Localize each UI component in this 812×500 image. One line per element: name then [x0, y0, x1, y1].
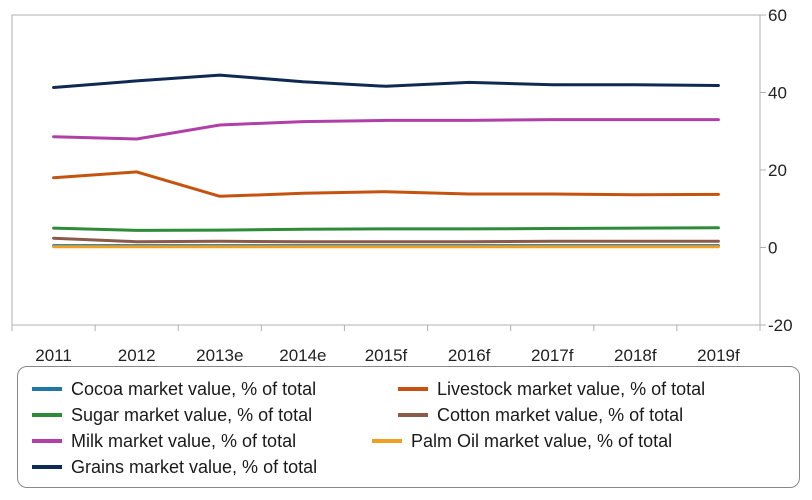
- series-line-milk: [52, 118, 720, 141]
- legend-item-palm-oil: Palm Oil market value, % of total: [372, 429, 672, 453]
- legend-label-grains: Grains market value, % of total: [71, 456, 318, 477]
- legend-swatch-livestock: [398, 387, 428, 391]
- legend: Cocoa market value, % of total Livestock…: [17, 366, 800, 488]
- legend-swatch-milk: [32, 439, 62, 443]
- legend-label-palm-oil: Palm Oil market value, % of total: [411, 430, 673, 451]
- legend-swatch-sugar: [32, 413, 62, 417]
- plot-border: [11, 14, 761, 326]
- y-tick-label: 20: [768, 161, 787, 180]
- x-tick-label: 2012: [118, 346, 156, 365]
- legend-label-cotton: Cotton market value, % of total: [437, 404, 684, 425]
- y-tick-label: 40: [768, 84, 787, 103]
- legend-item-cotton: Cotton market value, % of total: [398, 403, 683, 427]
- x-tick-label: 2016f: [448, 346, 491, 365]
- x-tick-label: 2011: [35, 346, 72, 365]
- series-lines: [52, 73, 720, 249]
- x-tick-label: 2015f: [365, 346, 408, 365]
- legend-swatch-palm-oil: [372, 439, 402, 443]
- legend-swatch-cotton: [398, 413, 428, 417]
- legend-item-grains: Grains market value, % of total: [32, 455, 317, 479]
- series-line-livestock: [52, 170, 720, 198]
- y-tick-label: 60: [768, 6, 787, 25]
- x-tick-label: 2019f: [697, 346, 740, 365]
- legend-label-cocoa: Cocoa market value, % of total: [71, 378, 317, 399]
- x-tick-label: 2017f: [531, 346, 574, 365]
- x-tick-label: 2014e: [279, 346, 326, 365]
- legend-item-sugar: Sugar market value, % of total: [32, 403, 312, 427]
- legend-item-cocoa: Cocoa market value, % of total: [32, 377, 316, 401]
- legend-label-milk: Milk market value, % of total: [71, 430, 297, 451]
- series-line-cotton: [52, 236, 720, 244]
- x-tick-label: 2013e: [196, 346, 243, 365]
- legend-item-livestock: Livestock market value, % of total: [398, 377, 705, 401]
- legend-label-sugar: Sugar market value, % of total: [71, 404, 313, 425]
- y-tick-label: -20: [768, 316, 793, 335]
- legend-label-livestock: Livestock market value, % of total: [437, 378, 706, 399]
- y-tick-label: 0: [768, 239, 777, 258]
- plot-frame: [11, 14, 761, 326]
- legend-swatch-grains: [32, 465, 62, 469]
- series-line-sugar: [52, 226, 720, 232]
- legend-swatch-cocoa: [32, 387, 62, 391]
- x-axis-ticks: 2011 2012 2013e 2014e 2015f 2016f 2017f 2018f 20…: [11, 325, 761, 365]
- legend-item-milk: Milk market value, % of total: [32, 429, 296, 453]
- x-tick-label: 2018f: [614, 346, 657, 365]
- series-line-grains: [52, 73, 720, 89]
- y-axis-ticks: 60 40 20 0 -20: [760, 6, 793, 335]
